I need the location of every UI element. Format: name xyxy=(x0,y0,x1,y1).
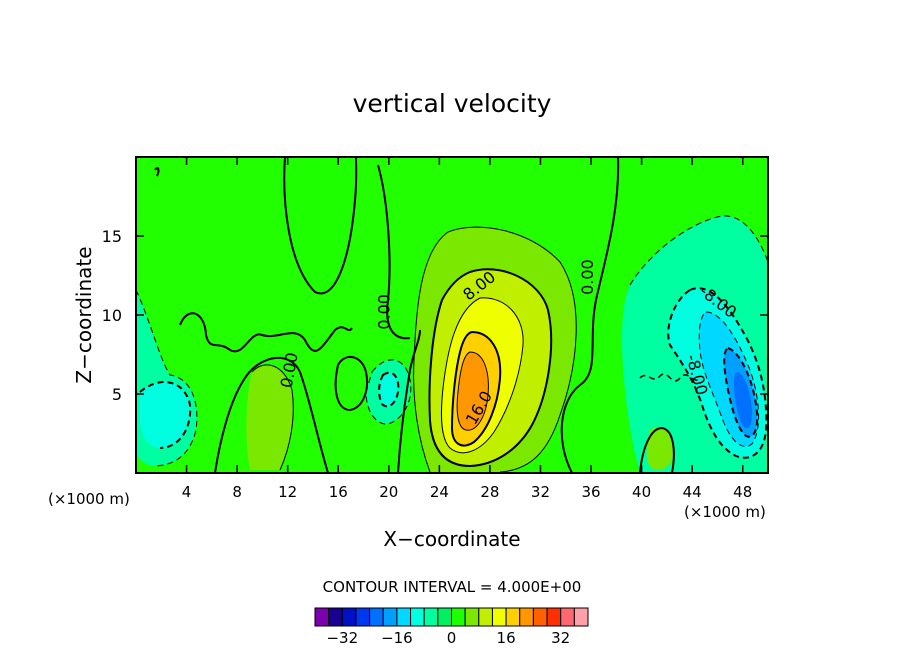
x-tick-label: 16 xyxy=(329,483,348,501)
contour-pos12 xyxy=(441,297,524,454)
y-tick-label: 5 xyxy=(112,385,122,404)
contour-zero-right-bottom xyxy=(639,426,675,473)
colorbar-swatch xyxy=(464,607,480,627)
contour-zero-upper-left xyxy=(283,157,358,295)
x-unit-right: (×1000 m) xyxy=(684,503,766,521)
contour-zero-center xyxy=(377,164,411,340)
colorbar-tick-label: 32 xyxy=(551,629,570,647)
y-tick-label: 15 xyxy=(102,227,122,246)
colorbar-tick-label: 0 xyxy=(447,629,457,647)
colorbar-swatch xyxy=(491,607,507,627)
contour-zero-center-lower xyxy=(397,329,421,473)
contour-neg8-center xyxy=(378,371,400,408)
y-axis: 5 10 15 xyxy=(102,227,768,404)
colorbar-swatch xyxy=(369,607,384,627)
contour-zero-right xyxy=(560,157,620,473)
colorbar-swatch xyxy=(355,607,371,627)
contour-zero-top-small xyxy=(154,166,160,177)
contour-lines xyxy=(136,157,768,473)
contour-pos4-leftcenter xyxy=(251,364,294,471)
x-tick-label: 28 xyxy=(480,483,499,501)
x-tick-label: 24 xyxy=(430,483,449,501)
contour-label: 0.00 xyxy=(375,294,394,330)
colorbar-swatch xyxy=(546,607,562,627)
contour-neg16-right xyxy=(723,346,759,438)
colorbar-swatch xyxy=(410,607,425,627)
colorbar-swatch xyxy=(478,607,493,627)
colorbar-swatch xyxy=(382,607,398,627)
chart-title: vertical velocity xyxy=(353,89,552,118)
x-axis-label: X−coordinate xyxy=(383,527,520,551)
colorbar-swatch xyxy=(437,607,453,627)
colorbar-swatch xyxy=(423,607,439,627)
contour-zero-left-wiggle xyxy=(179,312,353,353)
contour-pos20 xyxy=(456,351,489,431)
colorbar-swatch xyxy=(532,607,548,627)
colorbar-swatch xyxy=(519,607,534,627)
x-tick-label: 32 xyxy=(531,483,550,501)
fill-updraft-20 xyxy=(457,352,489,431)
fill-center-neg8 xyxy=(379,372,399,407)
contour-neg4-right xyxy=(629,215,768,286)
y-tick-label: 10 xyxy=(102,306,122,325)
contour-neg8-left xyxy=(139,381,192,449)
x-tick-label: 20 xyxy=(379,483,398,501)
x-tick-label: 44 xyxy=(683,483,702,501)
colorbar-swatch xyxy=(341,607,357,627)
x-tick-label: 36 xyxy=(581,483,600,501)
colorbar-swatch xyxy=(451,607,466,627)
colorbar-swatch xyxy=(560,607,575,627)
contour-neg8-right xyxy=(667,287,768,459)
colorbar-swatch xyxy=(573,607,589,627)
contour-pos8 xyxy=(428,268,553,468)
contour-pos16 xyxy=(450,330,502,447)
contour-neg12-right xyxy=(698,311,760,447)
fill-right-pos xyxy=(646,427,675,470)
colorbar-swatch xyxy=(396,607,412,627)
contour-interval-text: CONTOUR INTERVAL = 4.000E+00 xyxy=(323,578,582,596)
y-axis-label: Z−coordinate xyxy=(72,246,96,383)
contour-neg4-left xyxy=(136,289,198,467)
x-tick-label: 12 xyxy=(278,483,297,501)
fill-left-neg8 xyxy=(140,382,191,448)
colorbar-swatch xyxy=(505,607,521,627)
colorbar-tick-label: −32 xyxy=(326,629,358,647)
contour-zero-left-lower xyxy=(214,356,329,473)
colorbar: −32 −16 0 16 32 xyxy=(314,607,589,647)
x-unit-left: (×1000 m) xyxy=(48,490,130,508)
x-tick-label: 40 xyxy=(632,483,651,501)
colorbar-tick-label: −16 xyxy=(381,629,413,647)
fill-right-neg20 xyxy=(734,372,752,429)
contour-label: 0.00 xyxy=(578,259,597,295)
colorbar-swatch xyxy=(328,607,343,627)
x-tick-label: 8 xyxy=(232,483,242,501)
contour-zero-small-oval xyxy=(334,356,368,412)
colorbar-tick-label: 16 xyxy=(497,629,516,647)
contour-neg4-center xyxy=(365,359,412,425)
x-axis: 4 8 12 16 20 24 28 32 36 40 44 48 xyxy=(182,157,752,501)
fill-leftcenter-pos4 xyxy=(246,364,294,470)
contour-pos4 xyxy=(413,226,577,473)
x-tick-label: 4 xyxy=(182,483,192,501)
contour-neg-noise-right xyxy=(639,373,701,382)
x-tick-label: 48 xyxy=(733,483,752,501)
colorbar-swatch xyxy=(314,607,330,627)
